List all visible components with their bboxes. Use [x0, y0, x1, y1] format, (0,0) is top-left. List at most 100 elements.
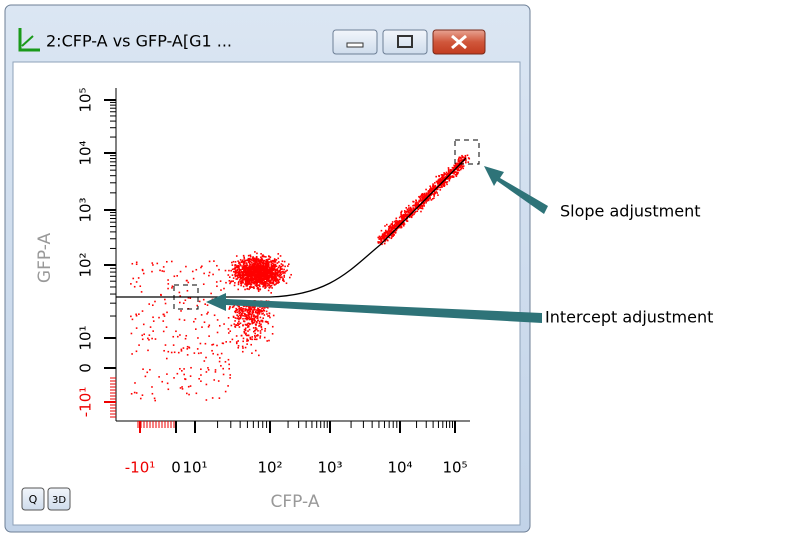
dot — [260, 319, 263, 322]
dot — [245, 267, 248, 269]
dot — [259, 268, 262, 270]
dot — [246, 272, 249, 275]
dot — [244, 308, 247, 310]
dot — [248, 262, 251, 265]
dot — [247, 309, 249, 312]
dot — [186, 354, 189, 356]
dot — [267, 263, 270, 266]
dot — [208, 271, 211, 274]
dot — [237, 305, 240, 308]
dot — [416, 201, 418, 204]
dot — [452, 168, 455, 171]
dot — [222, 373, 225, 376]
dot — [131, 262, 134, 265]
dot — [273, 265, 276, 267]
dot — [425, 192, 428, 194]
dot — [441, 175, 444, 178]
dot — [235, 310, 237, 312]
dot — [267, 270, 269, 273]
dot — [427, 191, 430, 194]
dot — [423, 195, 426, 198]
dot — [267, 277, 270, 280]
dot — [272, 263, 275, 266]
dot — [384, 225, 386, 227]
dot — [423, 201, 425, 204]
dot — [284, 265, 286, 268]
close-button[interactable] — [432, 29, 486, 55]
dot — [288, 276, 291, 279]
dot — [281, 268, 283, 270]
dot — [268, 270, 270, 272]
dot — [200, 374, 202, 376]
dot — [382, 233, 385, 235]
dot — [264, 320, 267, 323]
dot — [254, 258, 257, 261]
dot — [207, 369, 210, 371]
dot — [207, 311, 209, 314]
dot — [196, 304, 199, 307]
dot — [378, 238, 381, 240]
maximize-button[interactable] — [382, 29, 428, 55]
dot — [404, 211, 406, 214]
dot — [250, 268, 252, 270]
dot — [272, 279, 275, 282]
dot — [237, 276, 239, 279]
dot — [256, 264, 258, 267]
dot — [182, 347, 185, 349]
dot — [250, 275, 253, 278]
dot — [423, 204, 425, 206]
intercept-handle[interactable] — [173, 284, 199, 310]
3d-button[interactable]: 3D — [47, 487, 71, 511]
dot — [252, 322, 255, 324]
dot — [241, 260, 243, 263]
dot — [388, 236, 391, 239]
minimize-button[interactable] — [332, 29, 378, 55]
dot — [162, 266, 165, 268]
dot — [194, 318, 197, 320]
dot — [425, 188, 427, 191]
dot — [423, 205, 425, 207]
dot — [247, 271, 249, 274]
dot — [243, 271, 246, 274]
dot — [236, 265, 238, 267]
dot — [429, 192, 432, 195]
dot — [247, 317, 250, 320]
dot — [234, 268, 237, 270]
dot — [262, 262, 264, 265]
dot — [231, 268, 234, 271]
dot — [236, 322, 239, 325]
dot — [386, 231, 389, 233]
dot — [262, 264, 264, 267]
dot — [203, 360, 206, 362]
q-button[interactable]: Q — [21, 487, 45, 511]
dot — [399, 215, 402, 218]
dot — [260, 309, 262, 311]
dot — [417, 208, 420, 211]
dot — [393, 223, 396, 226]
slope-handle[interactable] — [454, 139, 480, 165]
dot — [415, 202, 417, 205]
dot — [247, 315, 250, 317]
dot — [245, 305, 248, 308]
dot — [148, 334, 151, 336]
dot — [227, 385, 229, 387]
dot — [258, 267, 260, 270]
dot — [259, 285, 261, 288]
x-tick-label: 10⁵ — [442, 459, 467, 477]
dot — [243, 273, 245, 276]
dot — [261, 278, 264, 280]
dot — [248, 266, 251, 268]
dot — [272, 265, 274, 267]
dot — [147, 349, 149, 352]
dot — [400, 226, 403, 229]
dot — [427, 197, 429, 200]
dot — [250, 269, 252, 271]
dot — [254, 278, 256, 281]
dot — [130, 332, 133, 335]
dot — [400, 212, 402, 214]
dot — [260, 283, 263, 285]
dot — [408, 207, 410, 209]
dot — [135, 263, 138, 266]
dot — [265, 258, 268, 261]
dot — [189, 297, 192, 299]
